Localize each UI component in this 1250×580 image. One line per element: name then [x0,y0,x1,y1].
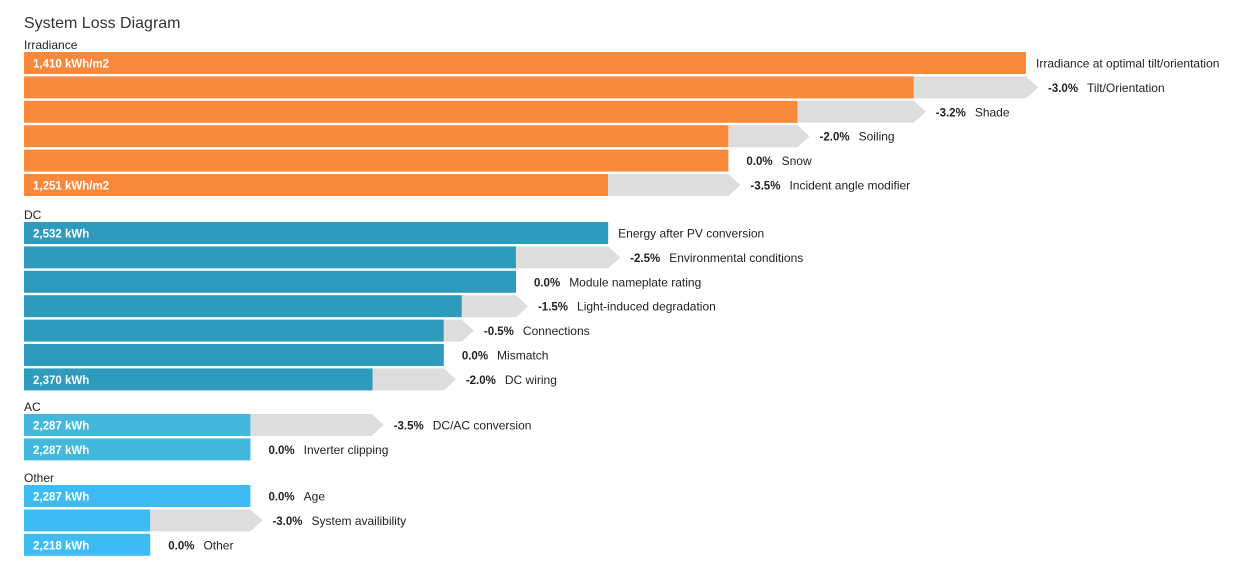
loss-percent: -3.5% [750,181,780,193]
loss-percent: -3.0% [1048,83,1078,95]
loss-description: Age [304,490,326,504]
loss-row: -1.5% Light-induced degradation [24,295,716,318]
remaining-bar [24,295,462,318]
loss-row: 2,370 kWh -2.0% DC wiring [24,368,557,391]
loss-description: System availibility [311,514,406,528]
chart-rows: Irradiance 1,410 kWh/m2 Irradiance at opti… [24,38,1219,556]
loss-description: Module nameplate rating [569,275,701,289]
loss-description: DC wiring [505,373,557,387]
loss-arrow [797,100,926,123]
loss-percent: 0.0% [168,540,194,552]
section-label-other: Other [24,471,54,485]
loss-description: Snow [782,154,812,168]
remaining-bar [24,319,444,342]
remaining-bar [24,344,444,366]
loss-row: 2,287 kWh 0.0% Age [24,485,325,507]
loss-percent: -3.0% [272,516,302,528]
bar-value-label: 2,287 kWh [33,421,89,433]
loss-row: 1,410 kWh/m2 Irradiance at optimal tilt/o… [24,52,1219,74]
loss-percent: -2.5% [630,253,660,265]
section-label-irradiance: Irradiance [24,38,78,52]
remaining-bar [24,368,373,391]
loss-description: Other [203,538,233,552]
bar-value-label: 2,287 kWh [33,445,89,457]
loss-row: -3.2% Shade [24,100,1010,123]
loss-percent: 0.0% [268,445,294,457]
loss-arrow [728,125,810,148]
loss-arrow [150,509,263,532]
remaining-bar [24,246,516,269]
loss-row: 2,532 kWh Energy after PV conversion [24,222,764,244]
bar-value-label: 1,251 kWh/m2 [33,181,109,193]
remaining-bar [24,174,609,196]
loss-description: Environmental conditions [669,251,803,265]
section-label-ac: AC [24,400,41,414]
remaining-bar [24,222,609,244]
loss-description: Soiling [859,130,895,144]
loss-row: -3.0% System availibility [24,509,406,532]
remaining-bar [24,52,1026,74]
loss-arrow [913,76,1038,99]
bar-value-label: 2,370 kWh [33,375,89,387]
chart-title: System Loss Diagram [24,15,181,32]
loss-arrow [443,319,474,342]
loss-percent: 0.0% [268,492,294,504]
loss-description: Light-induced degradation [577,300,716,314]
remaining-bar [24,414,251,436]
remaining-bar [24,533,151,556]
remaining-bar [24,149,729,172]
loss-percent: 0.0% [534,277,560,289]
remaining-bar [24,76,914,99]
loss-description: Connections [523,324,590,338]
remaining-bar [24,438,251,461]
loss-row: 2,218 kWh 0.0% Other [24,533,233,556]
remaining-bar [24,485,251,507]
loss-percent: -2.0% [466,375,496,387]
loss-row: 1,251 kWh/m2 -3.5% Incident angle modifier [24,174,910,196]
remaining-bar [24,125,729,148]
loss-percent: -3.5% [394,421,424,433]
loss-percent: -2.0% [820,132,850,144]
loss-arrow [372,368,456,391]
loss-description: Inverter clipping [304,443,389,457]
loss-row: -0.5% Connections [24,319,590,342]
remaining-bar [24,509,151,532]
loss-arrow [461,295,528,318]
section-label-dc: DC [24,208,42,222]
remaining-bar [24,100,798,123]
loss-description: DC/AC conversion [433,419,532,433]
loss-row: -3.0% Tilt/Orientation [24,76,1165,99]
loss-description: Mismatch [497,349,548,363]
bar-value-label: 2,287 kWh [33,492,89,504]
loss-row: -2.5% Environmental conditions [24,246,803,269]
loss-row: -2.0% Soiling [24,125,895,148]
loss-percent: -0.5% [484,326,514,338]
loss-description: Tilt/Orientation [1087,81,1165,95]
loss-row: 2,287 kWh 0.0% Inverter clipping [24,438,389,461]
loss-description: Shade [975,105,1010,119]
loss-row: 2,287 kWh -3.5% DC/AC conversion [24,414,531,436]
bar-value-label: 2,218 kWh [33,540,89,552]
loss-row: 0.0% Snow [24,149,812,172]
bar-value-label: 2,532 kWh [33,229,89,241]
loss-percent: -3.2% [936,107,966,119]
loss-arrow [250,414,384,436]
loss-arrow [515,246,621,269]
bar-value-label: 1,410 kWh/m2 [33,59,109,71]
loss-description: Incident angle modifier [789,179,910,193]
loss-arrow [608,174,741,196]
loss-row: 0.0% Module nameplate rating [24,270,701,293]
loss-row: 0.0% Mismatch [24,344,548,366]
loss-percent: 0.0% [462,351,488,363]
loss-percent: 0.0% [746,156,772,168]
loss-description: Energy after PV conversion [618,227,764,241]
remaining-bar [24,270,516,293]
loss-description: Irradiance at optimal tilt/orientation [1036,57,1219,71]
loss-percent: -1.5% [538,302,568,314]
